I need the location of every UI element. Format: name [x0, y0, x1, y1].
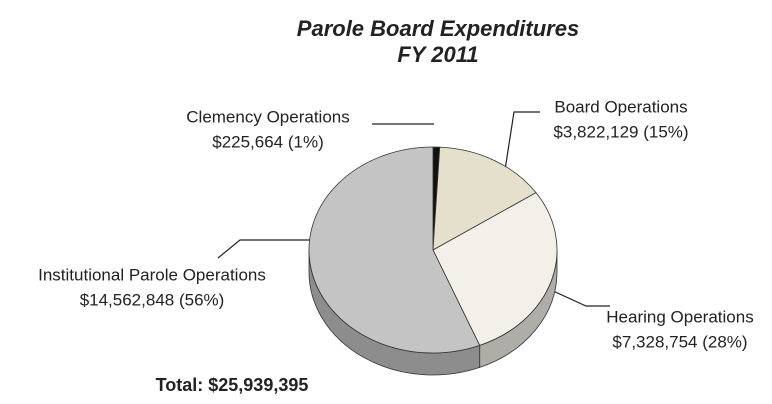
- pie-slice: [432, 192, 558, 346]
- slice-value-label: $3,822,129 (15%): [553, 122, 688, 141]
- leader-line: [217, 239, 318, 259]
- pie-slice: [432, 146, 537, 251]
- slice-label: Board Operations: [554, 97, 687, 116]
- leader-lines: [217, 111, 610, 307]
- total-annotation: Total: $25,939,395: [156, 375, 309, 395]
- slice-label: Hearing Operations: [606, 307, 753, 326]
- slice-value-label: $7,328,754 (28%): [612, 332, 747, 351]
- slice-label: Institutional Parole Operations: [38, 265, 266, 284]
- slice-value-label: $14,562,848 (56%): [80, 290, 225, 309]
- chart-title: Parole Board Expenditures: [297, 16, 579, 41]
- chart-subtitle: FY 2011: [397, 42, 478, 67]
- leader-line: [539, 284, 610, 307]
- pie-slice: [308, 146, 481, 354]
- pie-slices: [308, 146, 558, 354]
- slice-label: Clemency Operations: [186, 107, 349, 126]
- leader-line: [504, 111, 540, 171]
- slice-value-label: $225,664 (1%): [212, 132, 324, 151]
